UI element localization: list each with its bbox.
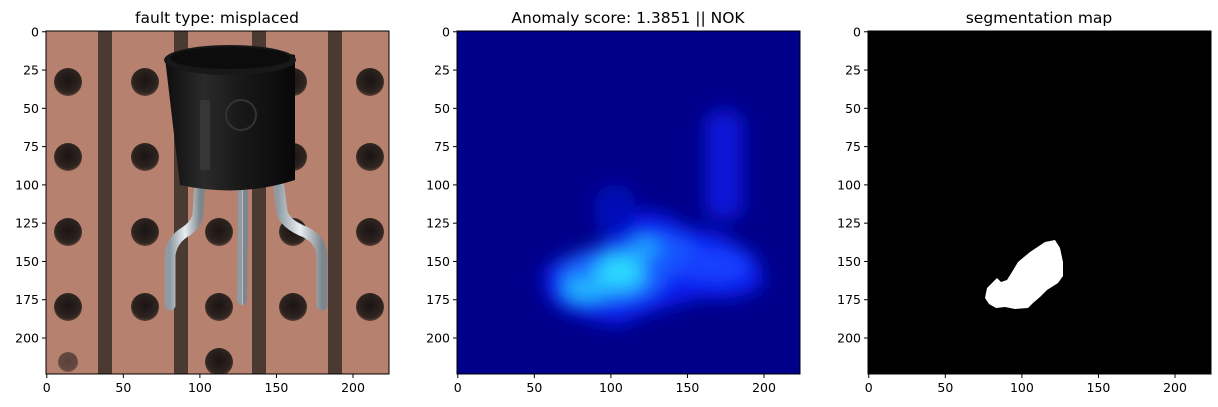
x-tick-label: 50 xyxy=(526,380,542,395)
y-tick-label: 150 xyxy=(426,254,450,269)
panel-photo: fault type: misplaced xyxy=(15,9,390,395)
y-tick-label: 200 xyxy=(426,331,450,346)
y-tick-label: 100 xyxy=(837,177,861,192)
y-tick-label: 175 xyxy=(15,292,39,307)
x-tick-label: 50 xyxy=(115,380,131,395)
y-tick-label: 25 xyxy=(23,63,39,78)
panel-segmentation-title: segmentation map xyxy=(966,9,1113,27)
panel-segmentation-frame xyxy=(867,30,1212,375)
y-tick-label: 25 xyxy=(845,63,861,78)
y-tick-label: 100 xyxy=(15,177,39,192)
y-tick-label: 125 xyxy=(837,216,861,231)
y-tick-label: 125 xyxy=(426,216,450,231)
segmentation-mask-blob xyxy=(985,240,1063,309)
y-tick-label: 200 xyxy=(837,331,861,346)
x-tick-label: 150 xyxy=(676,380,700,395)
x-tick-label: 0 xyxy=(454,380,462,395)
y-tick-label: 50 xyxy=(23,101,39,116)
panel-photo-frame xyxy=(45,30,390,375)
y-tick-label: 75 xyxy=(434,139,450,154)
segmentation-image xyxy=(868,31,1211,374)
x-tick-label: 100 xyxy=(599,380,623,395)
x-tick-label: 0 xyxy=(43,380,51,395)
photo-image xyxy=(46,31,389,374)
panel-heatmap-title: Anomaly score: 1.3851 || NOK xyxy=(511,9,745,27)
panel-photo-yticks: 0 25 50 75 100 125 150 175 200 xyxy=(15,24,46,346)
y-tick-label: 0 xyxy=(442,24,450,39)
x-tick-label: 200 xyxy=(341,380,365,395)
y-tick-label: 75 xyxy=(845,139,861,154)
panel-heatmap: Anomaly score: 1.3851 || NOK 0 50 100 150 20… xyxy=(426,9,801,395)
x-tick-label: 200 xyxy=(752,380,776,395)
y-tick-label: 175 xyxy=(426,292,450,307)
panel-heatmap-yticks: 0 25 50 75 100 125 150 175 200 xyxy=(426,24,457,346)
panel-heatmap-frame xyxy=(456,30,801,375)
y-tick-label: 0 xyxy=(853,24,861,39)
y-tick-label: 100 xyxy=(426,177,450,192)
y-tick-label: 150 xyxy=(837,254,861,269)
panel-segmentation-yticks: 0 25 50 75 100 125 150 175 200 xyxy=(837,24,868,346)
x-tick-label: 100 xyxy=(1010,380,1034,395)
x-tick-label: 150 xyxy=(1087,380,1111,395)
y-tick-label: 0 xyxy=(31,24,39,39)
panel-heatmap-xticks: 0 50 100 150 200 xyxy=(454,374,776,395)
panel-segmentation-xticks: 0 50 100 150 200 xyxy=(865,374,1187,395)
panel-photo-xticks: 0 50 100 150 200 xyxy=(43,374,365,395)
y-tick-label: 75 xyxy=(23,139,39,154)
y-tick-label: 25 xyxy=(434,63,450,78)
y-tick-label: 150 xyxy=(15,254,39,269)
transistor-legs xyxy=(164,174,328,311)
x-tick-label: 100 xyxy=(188,380,212,395)
x-tick-label: 150 xyxy=(265,380,289,395)
y-tick-label: 200 xyxy=(15,331,39,346)
x-tick-label: 200 xyxy=(1163,380,1187,395)
heatmap-blobs xyxy=(543,110,763,325)
y-tick-label: 50 xyxy=(845,101,861,116)
x-tick-label: 0 xyxy=(865,380,873,395)
panel-photo-title: fault type: misplaced xyxy=(135,9,299,27)
panel-segmentation: segmentation map 0 50 100 150 200 0 25 50 75 100… xyxy=(837,9,1212,395)
y-tick-label: 175 xyxy=(837,292,861,307)
x-tick-label: 50 xyxy=(937,380,953,395)
transistor-body xyxy=(164,45,296,191)
y-tick-label: 125 xyxy=(15,216,39,231)
y-tick-label: 50 xyxy=(434,101,450,116)
heatmap-image xyxy=(457,31,800,374)
